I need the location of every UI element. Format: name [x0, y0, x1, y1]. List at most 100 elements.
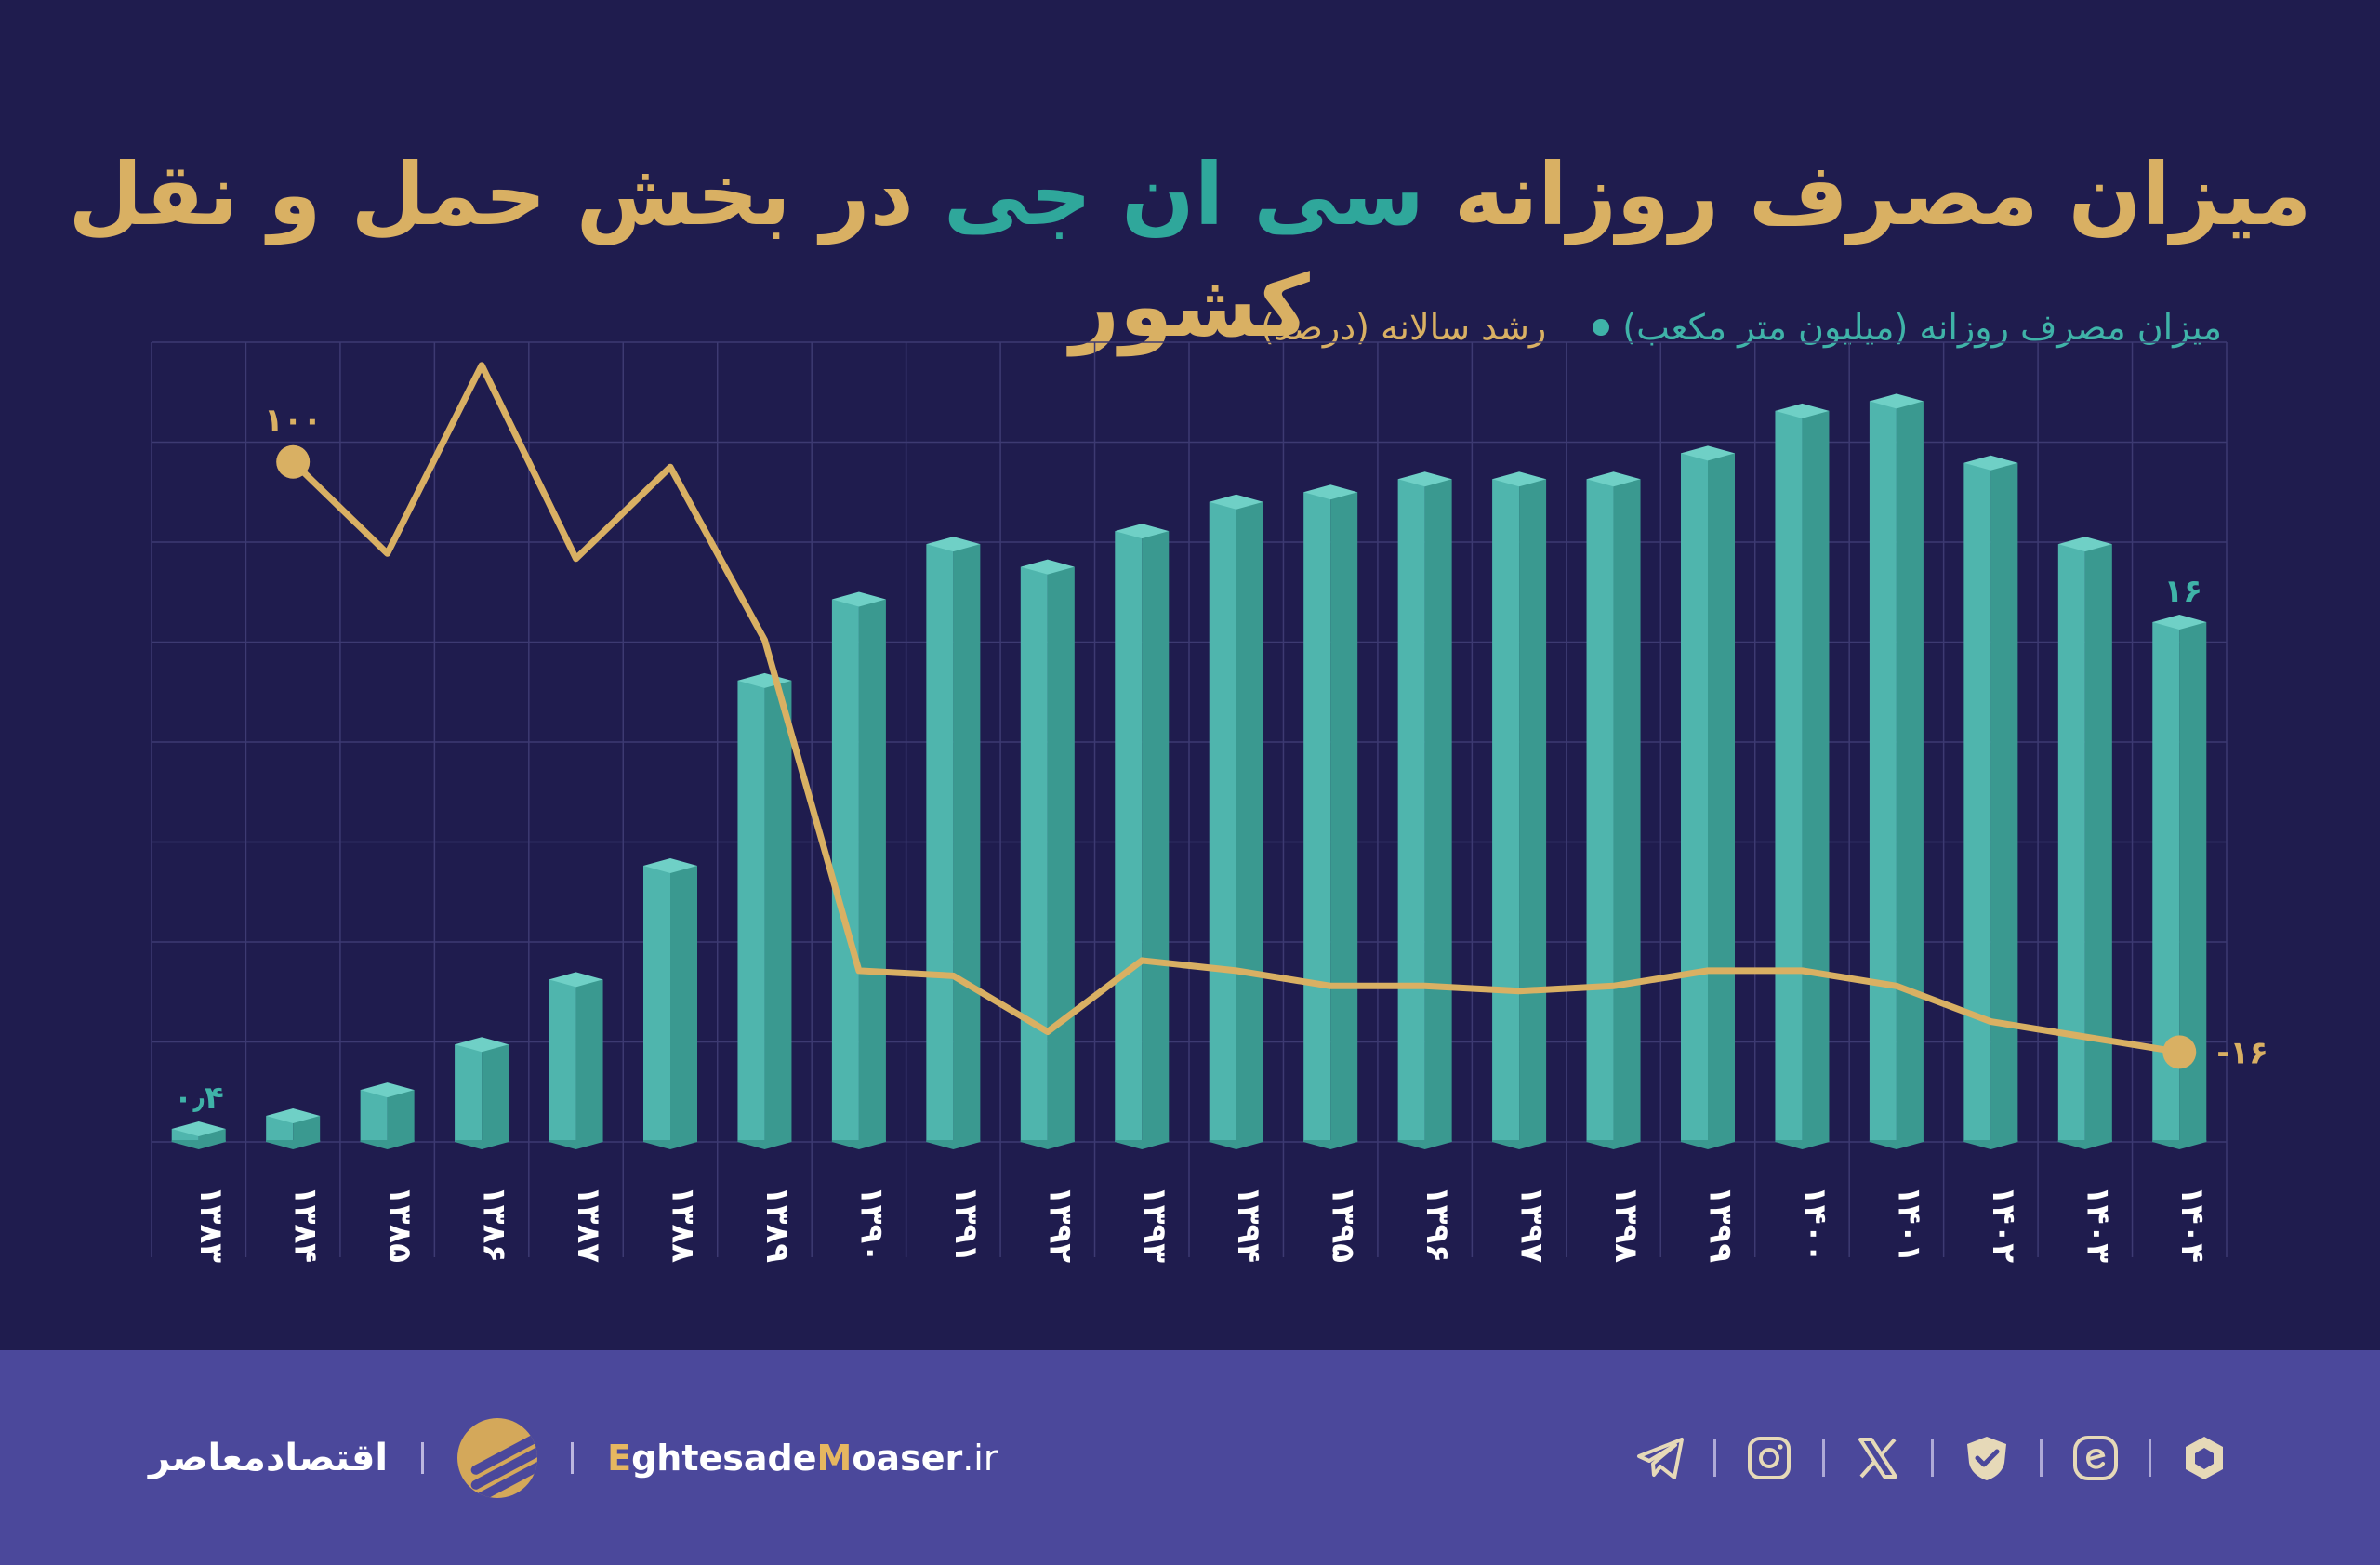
- bar-bottom: [1586, 1140, 1641, 1149]
- legend: میزان مصرف روزانه (میلیون متر مکعب) رشد …: [1230, 307, 2222, 348]
- telegram-icon[interactable]: [1633, 1431, 1687, 1485]
- bar-top: [1869, 393, 1924, 409]
- bar-bottom: [926, 1140, 981, 1149]
- bar: [926, 544, 954, 1142]
- bar-top: [1303, 484, 1358, 500]
- bar-side: [1519, 479, 1547, 1142]
- brand-logo-icon: [457, 1417, 538, 1498]
- x-tick-label: ۱۴۰۰: [1796, 1186, 1833, 1263]
- bar-side: [387, 1090, 415, 1142]
- bar: [1964, 462, 1991, 1142]
- bar: [831, 599, 859, 1142]
- shield-check-icon[interactable]: [1960, 1431, 2014, 1485]
- bar-top: [926, 537, 981, 552]
- growth-line: [289, 362, 2183, 1055]
- bar-side: [1896, 401, 1924, 1142]
- x-tick-label: ۱۴۰۴: [2174, 1186, 2211, 1263]
- divider: [2040, 1439, 2043, 1477]
- bar-top: [266, 1108, 321, 1124]
- bar: [549, 979, 576, 1142]
- website-link[interactable]: EghtesadeMoaser.ir: [607, 1437, 998, 1479]
- x-tick-label: ۱۳۹۰: [853, 1186, 890, 1263]
- bar-side: [1424, 479, 1452, 1142]
- bar-side: [1142, 531, 1170, 1142]
- bar-top: [1397, 471, 1452, 487]
- legend-item-growth: رشد سالانه (درصد): [1230, 307, 1547, 348]
- x-tick-label: ۱۳۸۹: [759, 1186, 796, 1263]
- x-tick-label: ۱۳۹۷: [1514, 1186, 1551, 1263]
- legend-label-growth: رشد سالانه (درصد): [1260, 307, 1547, 348]
- legend-item-daily: میزان مصرف روزانه (میلیون متر مکعب): [1593, 307, 2222, 348]
- bar-top: [1586, 471, 1641, 487]
- x-tick-label: ۱۳۸۵: [381, 1186, 418, 1263]
- x-icon[interactable]: [1851, 1431, 1905, 1485]
- footer: اقتصادمعاصر EghtesadeMoaser.ir: [0, 1350, 2380, 1565]
- bar-bottom: [2057, 1140, 2112, 1149]
- data-label-growth-first: ۱۰۰: [264, 402, 322, 439]
- x-tick-label: ۱۴۰۲: [1985, 1186, 2022, 1263]
- bar-top: [2057, 537, 2112, 552]
- footer-brand: اقتصادمعاصر EghtesadeMoaser.ir: [149, 1350, 998, 1565]
- bar: [1020, 566, 1048, 1142]
- bar-top: [171, 1121, 226, 1137]
- bar: [2057, 544, 2085, 1142]
- data-label-bar-last: ۱۶: [2164, 573, 2203, 610]
- bar-top: [1020, 559, 1075, 575]
- bar: [1775, 410, 1803, 1142]
- bar-top: [2152, 615, 2207, 630]
- bar-bottom: [1397, 1140, 1452, 1149]
- bar-top: [549, 972, 603, 988]
- bar-side: [1613, 479, 1641, 1142]
- eitaa-icon[interactable]: [2069, 1431, 2122, 1485]
- legend-label-daily: میزان مصرف روزانه (میلیون متر مکعب): [1622, 307, 2222, 348]
- bar-side: [1047, 566, 1075, 1142]
- bar: [1303, 492, 1331, 1142]
- x-tick-label: ۱۴۰۳: [2079, 1186, 2116, 1263]
- divider: [421, 1441, 425, 1474]
- bar-bottom: [643, 1140, 697, 1149]
- bar-bottom: [455, 1140, 509, 1149]
- x-tick-label: ۱۳۸۸: [665, 1186, 702, 1263]
- chart-canvas: ۱۳۸۳ ۱۳۸۴ ۱۳۸۵ ۱۳۸۶ ۱۳۸۷ ۱۳۸۸ ۱۳۸۹ ۱۳۹۰ ۱۳۹۱ ۱۳۹۲…: [151, 341, 2268, 1263]
- bar-top: [360, 1082, 415, 1098]
- bar-bottom: [737, 1140, 792, 1149]
- bar-bottom: [1964, 1140, 2018, 1149]
- bar: [1397, 479, 1425, 1142]
- hexagon-icon[interactable]: [2177, 1431, 2231, 1485]
- bar-bottom: [1492, 1140, 1547, 1149]
- x-tick-label: ۱۳۸۳: [192, 1186, 230, 1263]
- x-tick-label: ۱۳۸۴: [287, 1186, 324, 1263]
- data-label-growth-last: -۱۶: [2216, 1034, 2268, 1071]
- title-part-accent: سی ان جی: [943, 145, 1424, 245]
- bar: [1115, 531, 1143, 1142]
- x-tick-label: ۱۳۹۶: [1419, 1186, 1456, 1263]
- instagram-icon[interactable]: [1742, 1431, 1796, 1485]
- bar-side: [1330, 492, 1358, 1142]
- bar-side: [953, 544, 981, 1142]
- x-tick-label: ۱۳۸۶: [476, 1186, 513, 1263]
- bar-bottom: [171, 1140, 226, 1149]
- bar: [737, 680, 765, 1142]
- x-tick-label: ۱۳۸۷: [570, 1186, 607, 1263]
- legend-dot-growth-icon: [1230, 319, 1248, 336]
- bar-side: [2084, 544, 2112, 1142]
- bar-side: [1990, 462, 2018, 1142]
- legend-dot-daily-icon: [1593, 319, 1610, 336]
- divider: [2149, 1439, 2151, 1477]
- bar-side: [670, 866, 697, 1142]
- divider: [571, 1441, 575, 1474]
- growth-point-first: [276, 444, 311, 479]
- bar-bottom: [1681, 1140, 1735, 1149]
- x-tick-label: ۱۳۹۹: [1702, 1186, 1739, 1263]
- bar-side: [575, 979, 603, 1142]
- x-tick-label: ۱۳۹۵: [1325, 1186, 1362, 1263]
- bar-top: [1209, 494, 1263, 510]
- x-tick-label: ۱۳۹۴: [1230, 1186, 1267, 1263]
- bar: [455, 1044, 483, 1142]
- bar: [360, 1090, 388, 1142]
- bar-side: [1802, 410, 1830, 1142]
- bar-top: [1964, 455, 2018, 471]
- bar-bottom: [549, 1140, 603, 1149]
- bar-side: [858, 599, 886, 1142]
- bar-top: [455, 1037, 509, 1053]
